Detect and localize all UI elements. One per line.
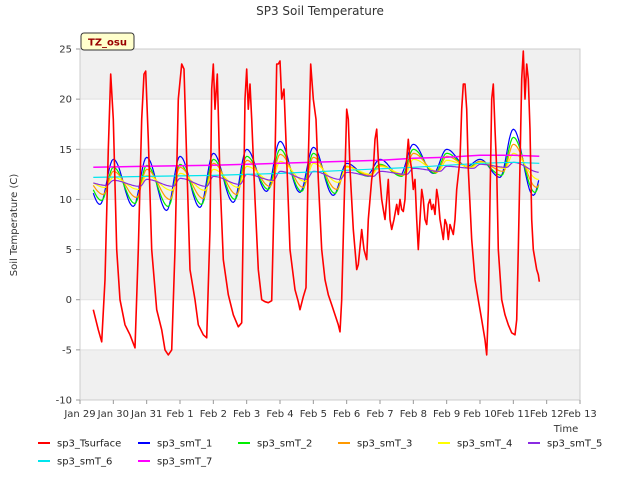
legend-label-sp3_smT_5: sp3_smT_5 (547, 439, 602, 450)
x-tick-label: Feb 10 (463, 409, 497, 420)
legend-label-sp3_smT_6: sp3_smT_6 (57, 457, 112, 468)
x-tick-label: Feb 2 (200, 409, 227, 420)
chart-title: SP3 Soil Temperature (256, 4, 384, 18)
legend-label-sp3_smT_7: sp3_smT_7 (157, 457, 212, 468)
x-tick-label: Feb 11 (497, 409, 531, 420)
x-tick-label: Feb 12 (530, 409, 564, 420)
y-tick-label: -10 (56, 396, 72, 407)
y-tick-label: 10 (59, 195, 72, 206)
y-tick-label: 20 (59, 95, 72, 106)
x-tick-label: Feb 6 (333, 409, 360, 420)
x-tick-label: Feb 5 (300, 409, 327, 420)
legend-label-sp3_smT_1: sp3_smT_1 (157, 439, 212, 450)
series-line-sp3_Tsurface (92, 50, 541, 356)
legend-label-sp3_smT_4: sp3_smT_4 (457, 439, 512, 450)
plot-frame (79, 48, 581, 401)
x-tick-label: Jan 29 (63, 409, 95, 420)
x-tick-label: Feb 4 (266, 409, 293, 420)
y-tick-label: 25 (59, 45, 72, 56)
x-axis-label: Time (553, 424, 578, 435)
plot-bands (80, 49, 580, 400)
x-tick-label: Feb 9 (433, 409, 460, 420)
x-tick-label: Feb 3 (233, 409, 260, 420)
legend-label-sp3_smT_3: sp3_smT_3 (357, 439, 412, 450)
x-tick-label: Feb 13 (563, 409, 597, 420)
x-tick-label: Jan 31 (130, 409, 162, 420)
legend: sp3_Tsurface sp3_smT_1 sp3_smT_2 sp3_smT_3 s… (38, 439, 602, 468)
background-band-2 (80, 249, 580, 300)
y-tick-label: 5 (66, 245, 72, 256)
background-band-3 (80, 349, 580, 400)
y-axis-label: Soil Temperature (C) (9, 174, 20, 277)
y-tick-label: 0 (66, 295, 72, 306)
series-line-sp3_smT_4 (93, 152, 539, 191)
x-tick-label: Feb 8 (400, 409, 427, 420)
series-layer (92, 50, 541, 356)
x-axis-ticks: Jan 29 Jan 30 Jan 31 Feb 1 Feb 2 Feb 3 Feb 4 Fe… (63, 400, 597, 420)
x-tick-label: Feb 1 (166, 409, 193, 420)
y-axis-ticks: -10 -5 0 5 10 15 20 25 (56, 45, 80, 407)
x-tick-label: Feb 7 (366, 409, 393, 420)
y-tick-label: -5 (62, 345, 72, 356)
y-tick-label: 15 (59, 145, 72, 156)
legend-label-sp3_Tsurface: sp3_Tsurface (57, 439, 121, 450)
tz-badge-box (80, 32, 135, 51)
tz-badge-label: TZ_osu (88, 38, 127, 49)
background-band-0 (80, 49, 580, 100)
tz-badge: TZ_osu (80, 32, 135, 51)
x-tick-label: Jan 30 (97, 409, 129, 420)
legend-label-sp3_smT_2: sp3_smT_2 (257, 439, 312, 450)
